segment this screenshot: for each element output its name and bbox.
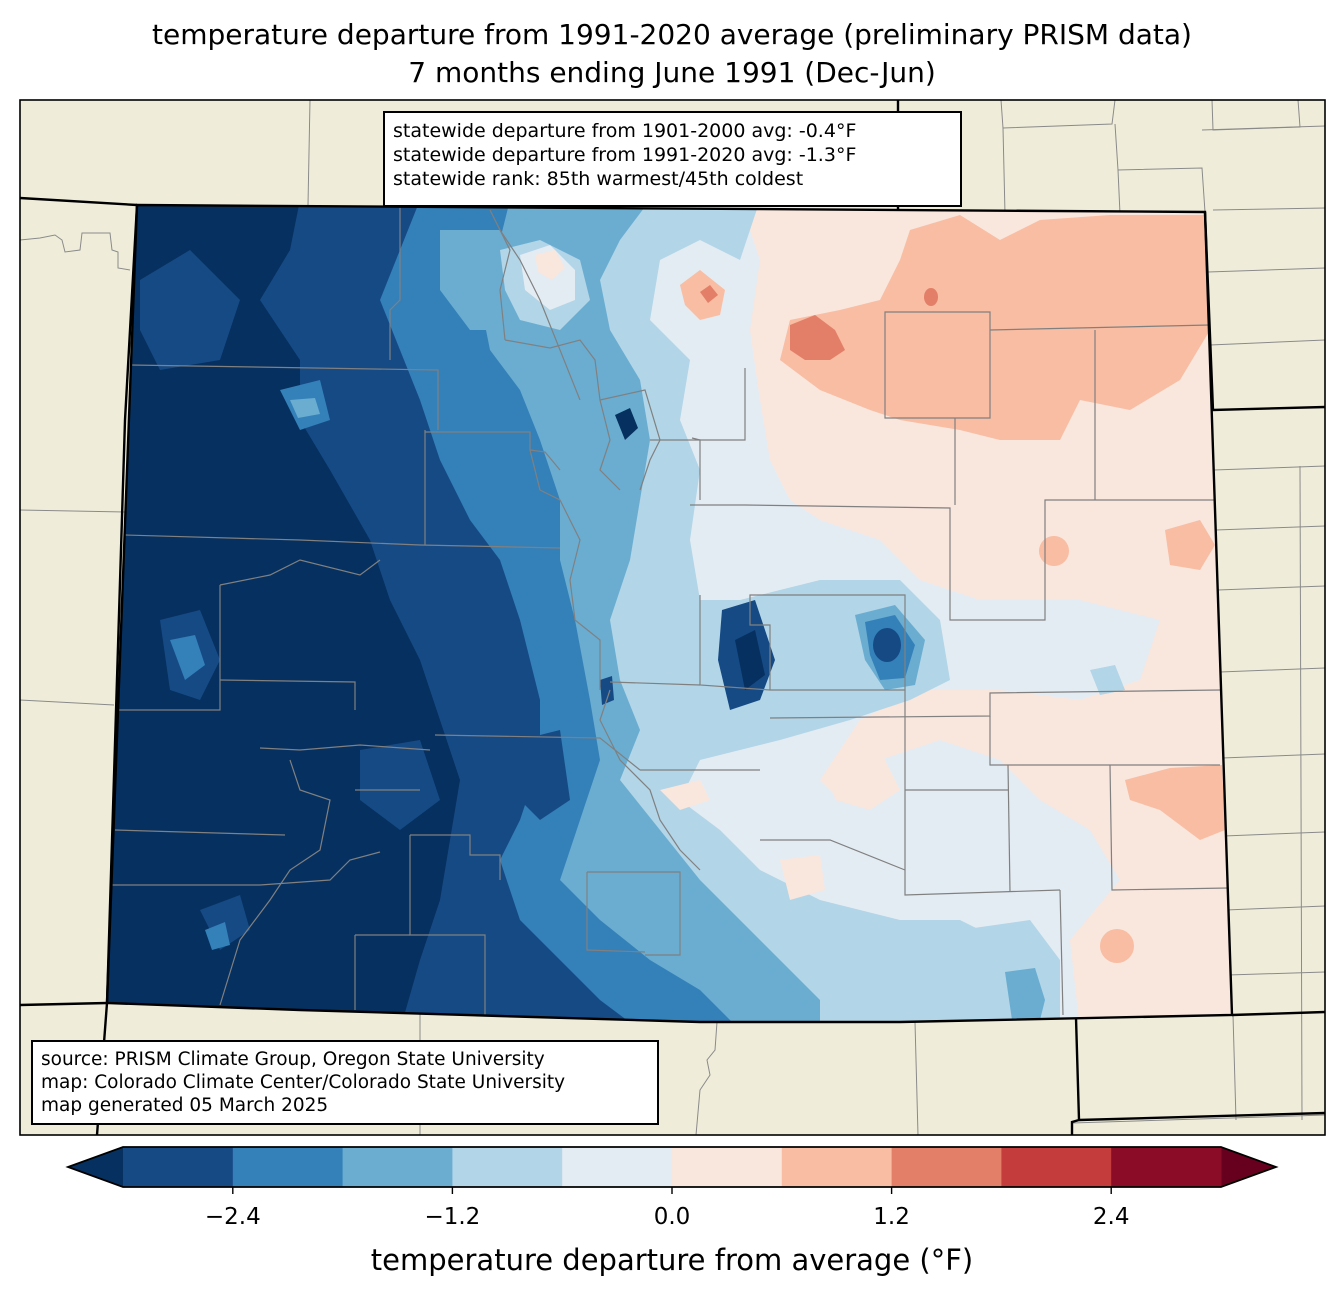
map-subtitle: 7 months ending June 1991 (Dec-Jun) xyxy=(408,56,936,89)
colorbar-bin xyxy=(232,1147,344,1187)
colorbar-outline xyxy=(65,1146,1279,1188)
state-boundaries xyxy=(20,100,1325,1135)
stats-line-1901-2000: statewide departure from 1901-2000 avg: … xyxy=(393,120,857,142)
map-frame xyxy=(19,99,1326,1136)
colorbar xyxy=(65,1146,1279,1194)
colorbar-under-arrow xyxy=(68,1147,123,1187)
colorado-county-lines xyxy=(110,206,1231,1016)
colorbar-bin xyxy=(452,1147,563,1187)
generated-date-line: map generated 05 March 2025 xyxy=(41,1095,329,1116)
stats-line-rank: statewide rank: 85th warmest/45th coldes… xyxy=(393,168,804,190)
colorbar-bin xyxy=(1111,1147,1222,1187)
map-credit-line: map: Colorado Climate Center/Colorado St… xyxy=(41,1072,566,1093)
colorbar-tick-label: −2.4 xyxy=(204,1204,261,1230)
colorado-boundary xyxy=(105,203,1234,1024)
neighbor-county-lines xyxy=(20,100,1325,1135)
colorbar-bin xyxy=(781,1147,893,1187)
colorbar-bin xyxy=(891,1147,1002,1187)
contour-1.2-1.8 xyxy=(790,315,845,360)
colorbar-bin xyxy=(123,1147,234,1187)
colorbar-tick-label: −1.2 xyxy=(424,1204,481,1230)
source-line: source: PRISM Climate Group, Oregon Stat… xyxy=(41,1049,545,1070)
colorbar-tick-label: 0.0 xyxy=(653,1204,691,1230)
colorbar-tick-label: 2.4 xyxy=(1092,1204,1130,1230)
source-credit-box: source: PRISM Climate Group, Oregon Stat… xyxy=(31,1040,659,1125)
colorbar-over-arrow xyxy=(1221,1147,1276,1187)
stats-line-1991-2020: statewide departure from 1991-2020 avg: … xyxy=(393,144,857,166)
colorbar-label: temperature departure from average (°F) xyxy=(370,1243,974,1277)
map-title: temperature departure from 1991-2020 ave… xyxy=(152,18,1192,51)
colorbar-bin xyxy=(672,1147,783,1187)
contour-below-neg3 xyxy=(107,205,460,1022)
temperature-field xyxy=(107,205,1232,1022)
colorbar-bin xyxy=(562,1147,673,1187)
colorbar-tick-label: 1.2 xyxy=(873,1204,910,1230)
colorbar-bin xyxy=(1001,1147,1112,1187)
colorbar-bin xyxy=(342,1147,453,1187)
statewide-stats-box: statewide departure from 1901-2000 avg: … xyxy=(383,111,962,207)
contour-0.6-1.2 xyxy=(780,215,1210,440)
